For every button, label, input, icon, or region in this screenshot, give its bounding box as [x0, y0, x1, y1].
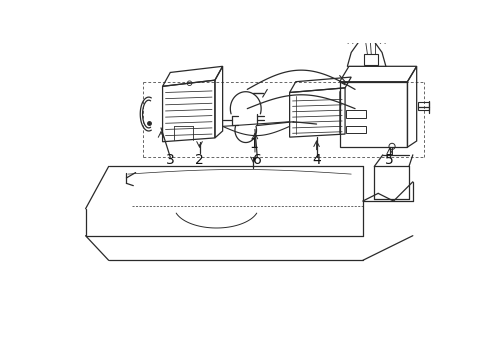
- Text: 2: 2: [195, 153, 204, 167]
- Bar: [346, 126, 366, 133]
- Bar: [365, 54, 378, 65]
- Bar: [418, 103, 429, 110]
- Text: 6: 6: [253, 153, 262, 167]
- Text: 5: 5: [385, 153, 394, 167]
- Bar: [346, 110, 366, 118]
- Text: 1: 1: [249, 137, 258, 151]
- Text: 4: 4: [312, 153, 321, 167]
- Text: 3: 3: [166, 153, 174, 167]
